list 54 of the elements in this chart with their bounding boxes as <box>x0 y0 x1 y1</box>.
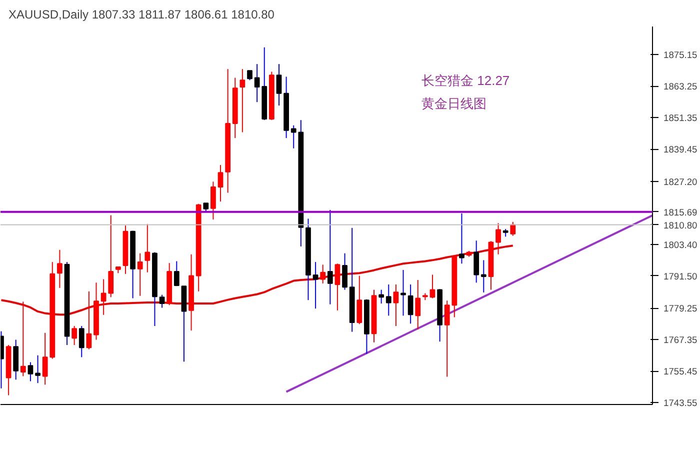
annotation: 黄金日线图 <box>422 96 487 111</box>
candlestick <box>356 275 362 325</box>
y-tick-label: 1743.55 <box>664 398 698 408</box>
candlestick <box>327 209 333 305</box>
candlestick <box>159 294 165 308</box>
candlestick <box>210 181 216 220</box>
candlestick <box>240 68 246 133</box>
y-tick-label: 1851.35 <box>664 113 698 124</box>
y-tick-label: 1839.45 <box>664 144 698 155</box>
annotation: 长空猎金 12.27 <box>422 73 510 88</box>
y-tick-label: 1791.50 <box>664 271 698 282</box>
candlestick <box>174 260 180 287</box>
candlestick <box>137 252 143 296</box>
candlestick <box>20 301 26 377</box>
y-tick-label: 1863.25 <box>664 82 698 92</box>
candlestick <box>415 280 421 330</box>
y-tick-label: 1767.35 <box>664 335 698 346</box>
candlestick <box>86 290 92 350</box>
candlestick <box>510 221 516 236</box>
candlestick <box>459 212 464 264</box>
candlestick <box>276 64 282 106</box>
y-tick-label: 1827.20 <box>664 176 698 187</box>
candlestick <box>474 240 480 284</box>
candlestick <box>247 70 252 81</box>
line-series <box>0 244 514 316</box>
ref-line-label: 1810.80 <box>664 220 698 230</box>
ref-line-label: 1815.69 <box>664 207 698 218</box>
candlestick <box>480 260 486 293</box>
candlestick <box>334 263 340 311</box>
candlestick <box>144 223 150 273</box>
candlestick <box>218 164 224 202</box>
candlestick <box>72 325 78 346</box>
candlestick <box>400 269 406 316</box>
candlestick <box>342 252 348 290</box>
candlestick <box>408 284 414 324</box>
y-tick-label: 1779.25 <box>664 304 698 314</box>
candlestick <box>28 362 34 382</box>
y-tick-label: 1875.15 <box>664 50 698 60</box>
candlestick <box>393 284 399 326</box>
candlestick <box>430 274 436 299</box>
y-tick-label: 1755.45 <box>664 366 698 377</box>
candlestick <box>57 249 62 288</box>
candlestick <box>378 289 384 304</box>
candlestick <box>320 264 326 284</box>
chart-title: XAUUSD,Daily 1807.33 1811.87 1806.61 1810.80 <box>8 8 275 22</box>
candlestick <box>444 300 450 378</box>
candlestick <box>496 222 501 255</box>
candlestick <box>42 332 48 386</box>
candlestick <box>203 202 209 213</box>
candlestick <box>386 284 392 316</box>
y-tick-label: 1803.40 <box>664 240 698 250</box>
candlestick <box>312 262 318 310</box>
candlestick <box>35 354 40 384</box>
candlestick <box>78 325 84 358</box>
